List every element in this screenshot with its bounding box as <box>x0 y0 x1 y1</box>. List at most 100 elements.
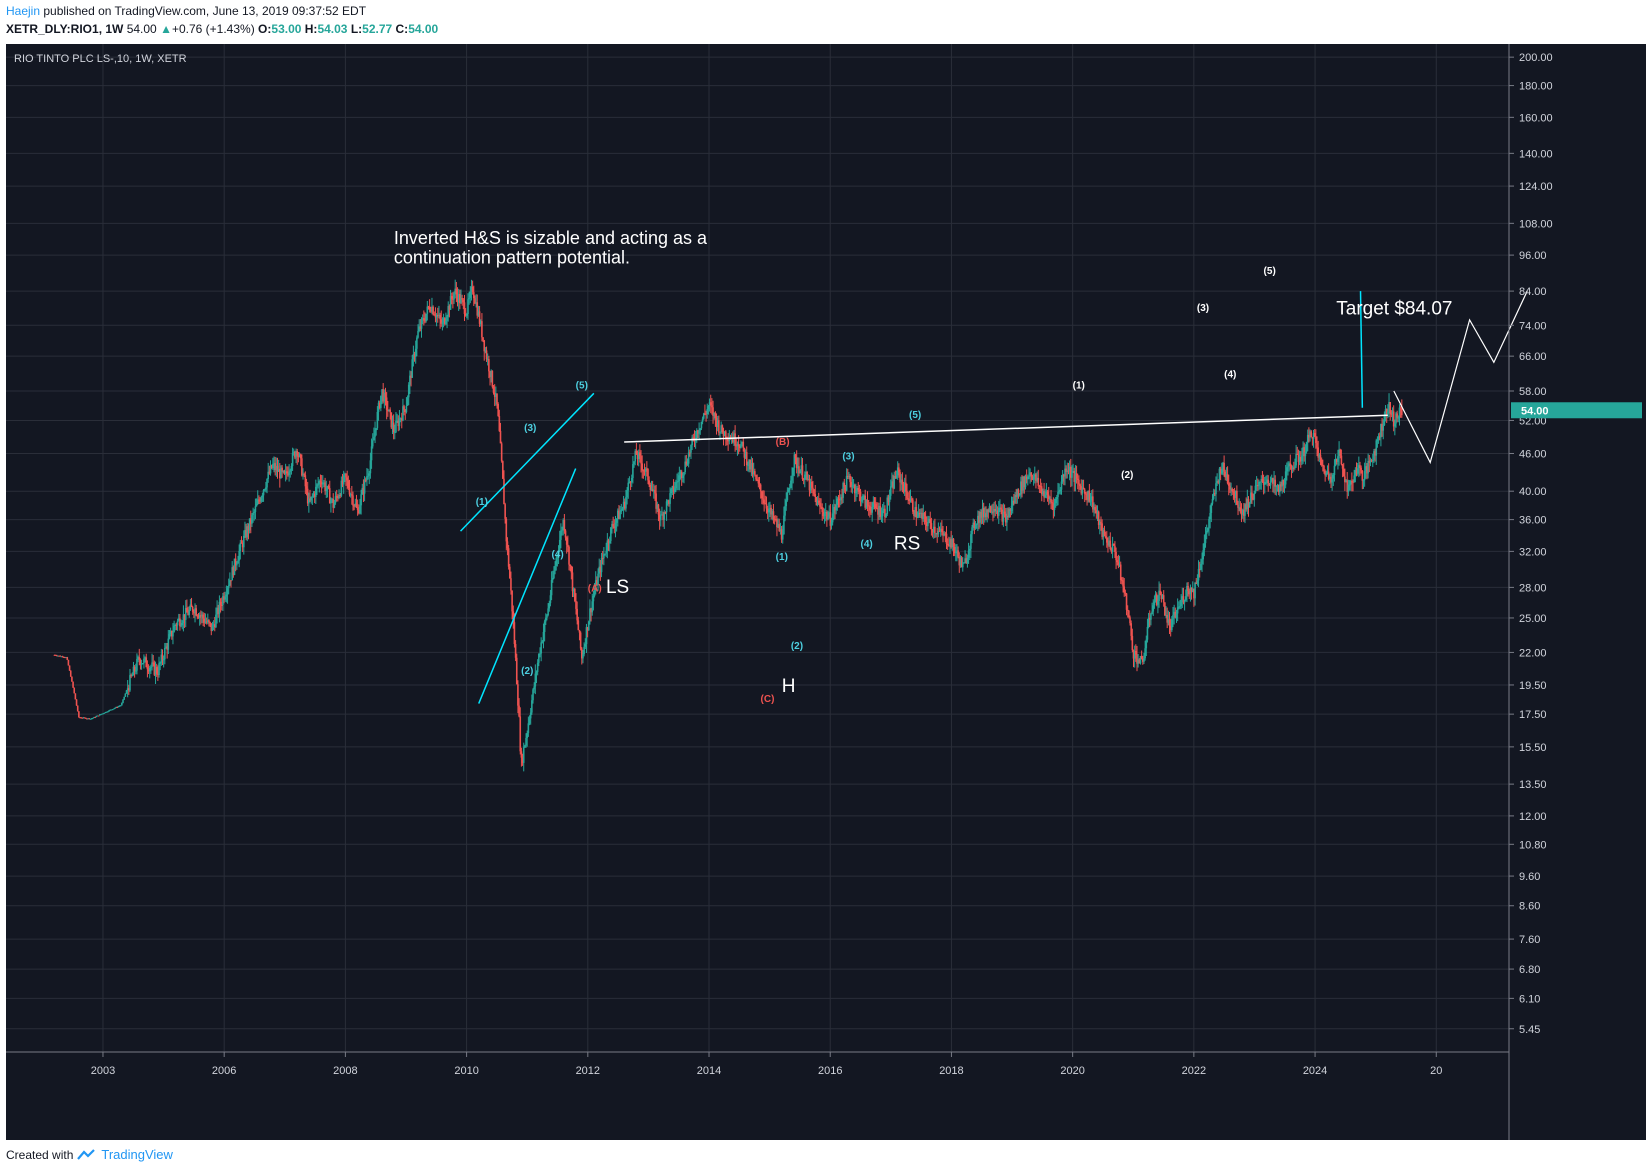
candle-body <box>263 489 266 491</box>
brand-link[interactable]: TradingView <box>101 1147 173 1162</box>
annotation-label: H <box>782 676 796 697</box>
candle-body <box>453 292 455 300</box>
candle-body <box>497 404 499 416</box>
candle-body <box>942 532 944 536</box>
candle-body <box>680 471 683 478</box>
candle-body <box>1247 498 1250 508</box>
candle-body <box>1154 594 1157 602</box>
candle-body <box>1277 485 1280 493</box>
candle-body <box>1270 478 1273 482</box>
candle-body <box>1352 482 1354 484</box>
candle-body <box>1146 626 1149 640</box>
candle-body <box>772 511 775 519</box>
candle-body <box>927 522 929 527</box>
price-tick-label: 160.00 <box>1519 112 1553 124</box>
candle-body <box>252 512 254 515</box>
candle-body <box>860 500 863 502</box>
time-axis[interactable]: 2003 2006 2008 2010 2012 2014 2016 2018 2020 2022… <box>6 1051 1509 1077</box>
candle-body <box>295 451 297 458</box>
candle-body <box>686 463 689 465</box>
candle-body <box>188 609 191 615</box>
candle-body <box>101 713 103 715</box>
candle-body <box>743 447 746 458</box>
candle-body <box>728 438 731 442</box>
candle-body <box>288 471 290 476</box>
candle-body <box>956 550 958 552</box>
candle-body <box>273 463 275 465</box>
candle-body <box>172 632 174 637</box>
candle-body <box>528 718 531 724</box>
candle-body <box>325 489 328 491</box>
candle-body <box>439 314 441 320</box>
candle-body <box>1068 466 1071 472</box>
candle-body <box>116 707 119 709</box>
candle-body <box>1190 587 1193 592</box>
candle-body <box>800 465 803 471</box>
candle-body <box>557 550 560 555</box>
price-chart[interactable]: Inverted H&S is sizable and acting as ac… <box>6 44 1646 1140</box>
candle-body <box>1397 417 1400 419</box>
candle-body <box>708 402 711 407</box>
candle-body <box>128 688 130 691</box>
candle-body <box>763 499 765 504</box>
candle-body <box>1008 508 1011 518</box>
candle-body <box>146 667 149 670</box>
candle-body <box>675 482 677 489</box>
candle-body <box>720 425 722 432</box>
candle-body <box>363 479 366 494</box>
candle-body <box>1065 468 1067 472</box>
candle-body <box>457 293 460 303</box>
candle-body <box>1305 442 1308 452</box>
candle-body <box>94 717 96 719</box>
candle-body <box>1107 542 1109 546</box>
candle-body <box>85 717 87 719</box>
price-axis[interactable]: 200.00 180.00 160.00 140.00 124.00 108.00 96.0… <box>1508 44 1642 1140</box>
candle-body <box>1100 521 1102 524</box>
candle-body <box>973 522 976 529</box>
candle-body <box>1151 611 1153 615</box>
candle-body <box>840 497 842 501</box>
candle-body <box>1297 454 1300 462</box>
candle-body <box>474 298 476 304</box>
candle-body <box>1283 484 1286 486</box>
candle-body <box>433 314 436 316</box>
candle-body <box>168 634 171 639</box>
candle-body <box>187 612 189 615</box>
candle-body <box>1384 409 1387 416</box>
candle-body <box>1128 610 1130 618</box>
candle-body <box>713 412 716 416</box>
candle-body <box>543 621 546 632</box>
candle-body <box>797 466 799 469</box>
candle-body <box>987 509 990 513</box>
candle-body <box>69 670 72 677</box>
candle-body <box>960 557 963 568</box>
candle-body <box>1303 447 1306 457</box>
candle-body <box>934 526 936 534</box>
candle-body <box>183 614 186 620</box>
candle-body <box>1263 482 1266 485</box>
candle-body <box>380 395 382 408</box>
candle-body <box>549 595 552 604</box>
candle-body <box>1183 599 1186 603</box>
candle-body <box>824 511 827 514</box>
annotation-label: (1) <box>1073 381 1085 392</box>
price-tick-label: 96.00 <box>1519 250 1547 262</box>
candle-body <box>589 608 591 622</box>
candle-body <box>965 558 968 563</box>
candle-body <box>922 513 925 519</box>
candle-body <box>511 590 513 612</box>
current-price-tag <box>1511 402 1642 419</box>
annotation-label: Inverted H&S is sizable and acting as a <box>394 228 708 248</box>
candle-body <box>1296 453 1299 455</box>
candle-body <box>916 516 919 518</box>
candle-body <box>1085 493 1087 495</box>
author-link[interactable]: Haejin <box>6 4 41 18</box>
candle-body <box>1074 473 1077 482</box>
candle-body <box>154 667 157 675</box>
price-tick-label: 108.00 <box>1519 218 1553 230</box>
candle-body <box>907 498 909 500</box>
candle-body <box>814 494 817 498</box>
candle-body <box>240 542 243 544</box>
candle-body <box>524 745 526 748</box>
candle-body <box>1378 436 1381 438</box>
